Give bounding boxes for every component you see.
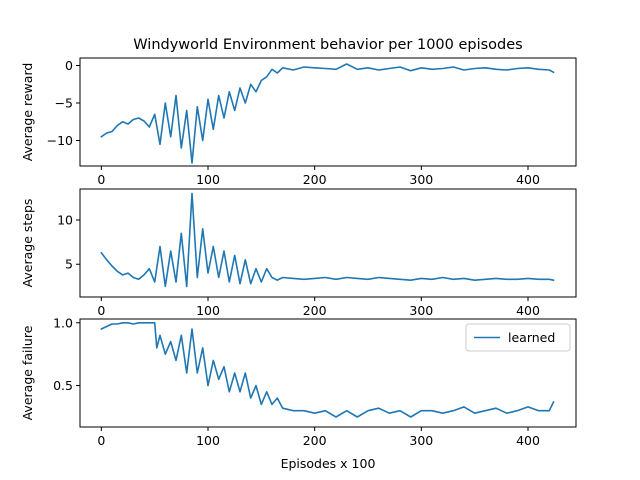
x-tick-label: 100: [196, 433, 220, 448]
x-tick-label: 200: [303, 172, 327, 187]
x-tick-label: 300: [409, 172, 433, 187]
legend: learned: [465, 323, 571, 352]
subplot-average-failure: 0 100 200 300 400 0.5 1.0 Average failure learne…: [20, 315, 577, 448]
subplot-average-steps: 0 100 200 300 400 5 10 Average steps: [20, 188, 577, 318]
legend-box: [465, 323, 571, 352]
subplot-average-reward: 0 100 200 300 400 0 −5 −10 Average reward: [20, 57, 577, 187]
legend-label: learned: [508, 330, 555, 345]
y-tick-label: 0: [65, 58, 73, 73]
x-tick-label: 0: [97, 303, 105, 318]
x-tick-label: 100: [196, 172, 220, 187]
x-axis-label: Episodes x 100: [281, 456, 376, 471]
y-tick-label: −5: [55, 96, 73, 111]
y-tick-label: 10: [57, 212, 73, 227]
axes-frame: [79, 318, 577, 428]
x-tick-label: 200: [303, 303, 327, 318]
y-tick-label: 1.0: [53, 315, 73, 330]
series-line-average-failure: [100, 321, 555, 418]
x-tick-label: 300: [409, 433, 433, 448]
x-tick-label: 0: [97, 433, 105, 448]
y-axis-label-average-failure: Average failure: [20, 325, 35, 420]
y-axis-label-average-steps: Average steps: [20, 199, 35, 288]
y-axis-label-average-reward: Average reward: [20, 63, 35, 162]
x-tick-label: 100: [196, 303, 220, 318]
axes-frame: [79, 57, 577, 167]
x-tick-label: 300: [409, 303, 433, 318]
x-tick-label: 400: [516, 433, 540, 448]
y-tick-label: −10: [47, 133, 73, 148]
series-line-average-steps: [100, 192, 555, 288]
series-line-average-reward: [100, 63, 555, 164]
y-tick-label: 5: [65, 257, 73, 272]
x-tick-label: 400: [516, 303, 540, 318]
chart-title: Windyworld Environment behavior per 1000…: [133, 37, 522, 53]
y-tick-label: 0.5: [53, 378, 73, 393]
x-tick-label: 400: [516, 172, 540, 187]
x-tick-label: 0: [97, 172, 105, 187]
x-tick-label: 200: [303, 433, 327, 448]
axes-frame: [79, 188, 577, 298]
